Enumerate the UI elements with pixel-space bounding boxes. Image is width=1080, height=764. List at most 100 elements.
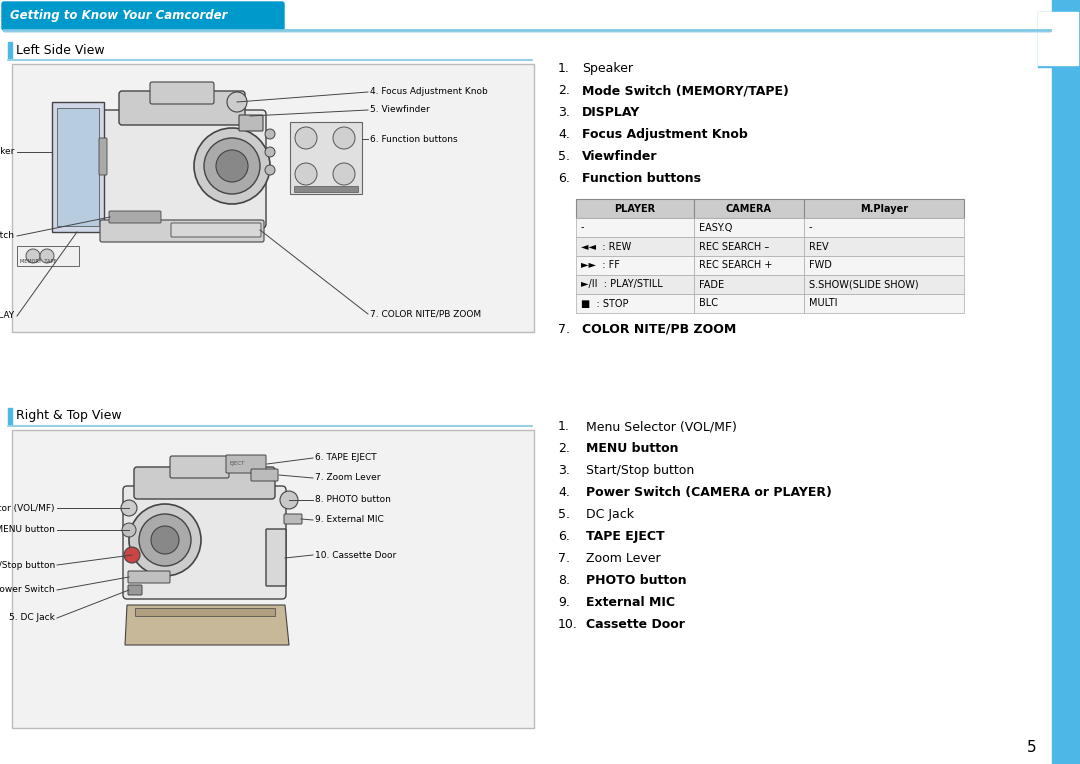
Text: 1.: 1. [558, 420, 570, 433]
Bar [694, 218, 804, 237]
FancyBboxPatch shape [109, 211, 161, 223]
Circle shape [280, 491, 298, 509]
Bar [804, 218, 964, 237]
Text: COLOR NITE/PB ZOOM: COLOR NITE/PB ZOOM [582, 323, 737, 336]
Bar [8, 42, 12, 58]
FancyBboxPatch shape [100, 220, 264, 242]
Text: M.Player: M.Player [860, 203, 908, 213]
Text: ►►  : FF: ►► : FF [581, 261, 620, 270]
FancyBboxPatch shape [2, 2, 284, 30]
Text: MENU button: MENU button [586, 442, 678, 455]
Text: ►/II  : PLAY/STILL: ►/II : PLAY/STILL [581, 280, 663, 290]
Bar [576, 256, 694, 275]
Bar [694, 256, 804, 275]
FancyBboxPatch shape [239, 115, 264, 131]
Bar [576, 199, 694, 218]
Text: 1. Speaker: 1. Speaker [0, 147, 14, 157]
Bar [17, 246, 79, 266]
Circle shape [295, 163, 318, 185]
FancyBboxPatch shape [129, 585, 141, 595]
Text: Start/Stop button: Start/Stop button [586, 464, 694, 477]
Bar [576, 237, 694, 256]
Text: -: - [581, 222, 584, 232]
Text: PLAYER: PLAYER [615, 203, 656, 213]
Text: External MIC: External MIC [586, 596, 675, 609]
FancyBboxPatch shape [251, 469, 278, 481]
Text: 1. Menu Selector (VOL/MF): 1. Menu Selector (VOL/MF) [0, 503, 55, 513]
Text: REV: REV [809, 241, 828, 251]
Bar [1038, 12, 1078, 65]
Text: 5: 5 [1027, 740, 1037, 756]
Text: Left Side View: Left Side View [16, 44, 105, 57]
FancyBboxPatch shape [150, 82, 214, 104]
Bar [8, 408, 12, 424]
Bar [804, 275, 964, 294]
Circle shape [26, 249, 40, 263]
Text: 8.: 8. [558, 574, 570, 587]
Text: Power Switch (CAMERA or PLAYER): Power Switch (CAMERA or PLAYER) [586, 486, 832, 499]
Circle shape [265, 147, 275, 157]
Text: 2.: 2. [558, 84, 570, 97]
Text: BLC: BLC [699, 299, 718, 309]
Text: 5. Viewfinder: 5. Viewfinder [370, 105, 430, 115]
FancyBboxPatch shape [123, 486, 286, 599]
Text: 6. Function buttons: 6. Function buttons [370, 134, 458, 144]
Text: 6.: 6. [558, 530, 570, 543]
Circle shape [122, 523, 136, 537]
Text: Menu Selector (VOL/MF): Menu Selector (VOL/MF) [586, 420, 737, 433]
Text: Mode Switch (MEMORY/TAPE): Mode Switch (MEMORY/TAPE) [582, 84, 788, 97]
Bar [12, 430, 534, 728]
Circle shape [151, 526, 179, 554]
Circle shape [265, 129, 275, 139]
Text: Speaker: Speaker [582, 62, 633, 75]
Circle shape [204, 138, 260, 194]
Text: MEMORY  TAPE: MEMORY TAPE [21, 259, 56, 264]
Text: 3. Start/Stop button: 3. Start/Stop button [0, 561, 55, 569]
Text: 5. DC Jack: 5. DC Jack [9, 613, 55, 623]
Text: FADE: FADE [699, 280, 724, 290]
Text: Function buttons: Function buttons [582, 172, 701, 185]
Bar [576, 218, 694, 237]
FancyBboxPatch shape [134, 467, 275, 499]
Text: Getting to Know Your Camcorder: Getting to Know Your Camcorder [10, 9, 228, 22]
Bar [576, 275, 694, 294]
Text: REC SEARCH –: REC SEARCH – [699, 241, 769, 251]
Text: FWD: FWD [809, 261, 832, 270]
Text: Right & Top View: Right & Top View [16, 410, 122, 422]
FancyBboxPatch shape [170, 456, 229, 478]
Text: PHOTO button: PHOTO button [586, 574, 687, 587]
FancyBboxPatch shape [99, 138, 107, 175]
Text: Focus Adjustment Knob: Focus Adjustment Knob [582, 128, 747, 141]
Text: 5.: 5. [558, 150, 570, 163]
Bar [694, 237, 804, 256]
Circle shape [139, 514, 191, 566]
Text: 1.: 1. [558, 62, 570, 75]
Bar [1052, 0, 1080, 764]
Text: 10. Cassette Door: 10. Cassette Door [315, 551, 396, 559]
Text: 2. Mode Switch: 2. Mode Switch [0, 231, 14, 241]
Circle shape [333, 127, 355, 149]
Bar [804, 237, 964, 256]
Text: TAPE EJECT: TAPE EJECT [586, 530, 664, 543]
Bar [804, 256, 964, 275]
Text: CAMERA: CAMERA [726, 203, 772, 213]
Text: 9.: 9. [558, 596, 570, 609]
Text: 7. Zoom Lever: 7. Zoom Lever [315, 474, 380, 483]
Text: REC SEARCH +: REC SEARCH + [699, 261, 772, 270]
FancyBboxPatch shape [226, 455, 266, 473]
Text: 7. COLOR NITE/PB ZOOM: 7. COLOR NITE/PB ZOOM [370, 309, 481, 319]
Text: 7.: 7. [558, 552, 570, 565]
Text: EJECT: EJECT [229, 461, 244, 467]
Text: 5.: 5. [558, 508, 570, 521]
Circle shape [40, 249, 54, 263]
FancyBboxPatch shape [171, 223, 261, 237]
Circle shape [129, 504, 201, 576]
Polygon shape [125, 605, 289, 645]
Polygon shape [52, 102, 104, 232]
Text: 3.: 3. [558, 106, 570, 119]
Bar [576, 294, 694, 313]
Bar [804, 294, 964, 313]
Bar [1038, 12, 1080, 67]
FancyBboxPatch shape [98, 110, 266, 228]
Polygon shape [57, 108, 99, 226]
